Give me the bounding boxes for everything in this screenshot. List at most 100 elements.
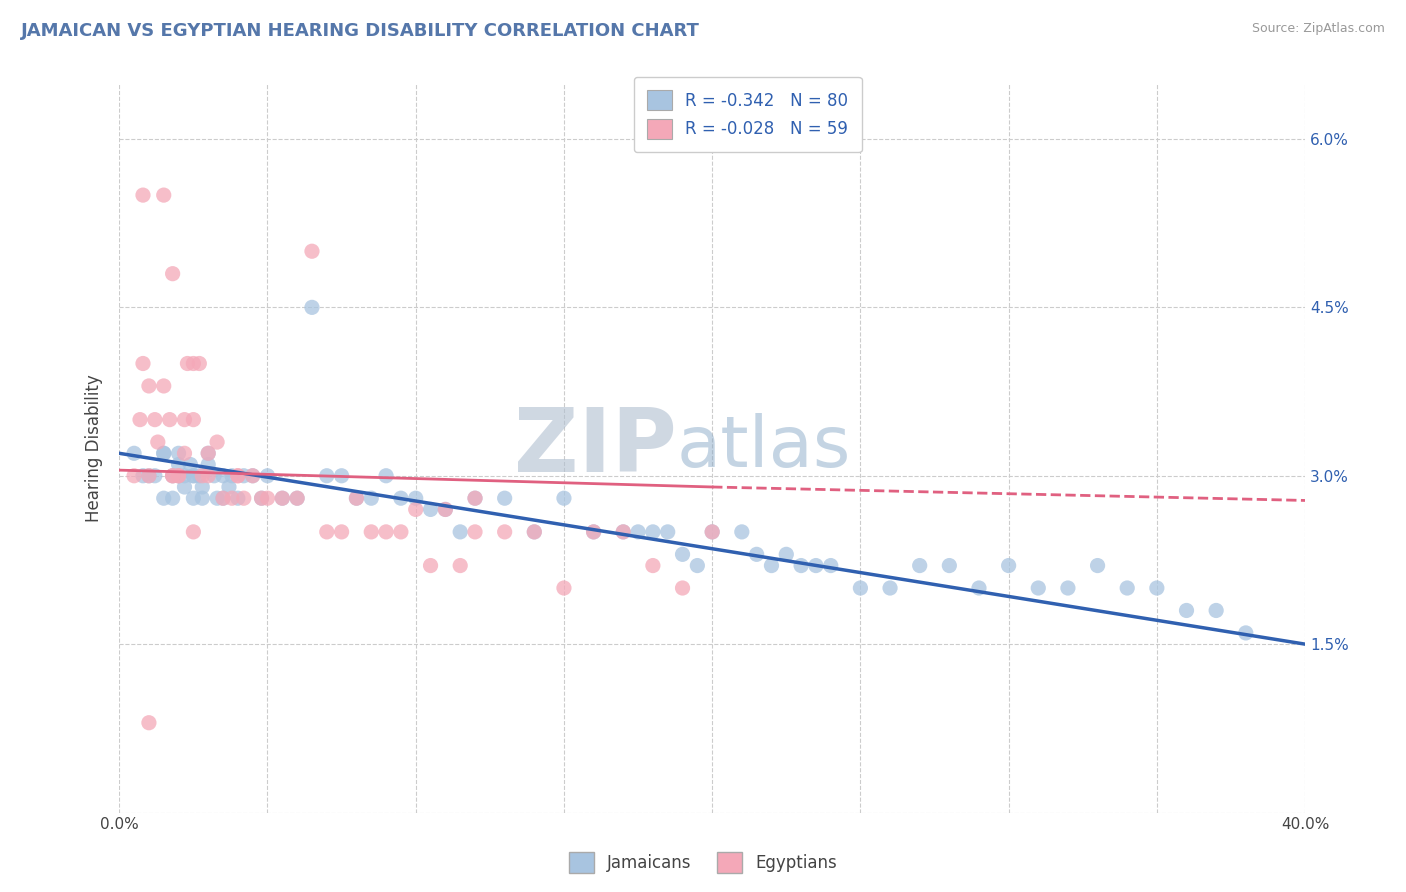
Point [375,468,398,483]
Point [301,301,323,315]
Point [242,468,264,483]
Point [179,458,201,472]
Point [212,491,235,506]
Point [464,491,486,506]
Point [250,491,273,506]
Point [162,491,184,506]
Point [138,468,160,483]
Point [997,558,1019,573]
Point [271,491,294,506]
Point [183,468,205,483]
Point [256,468,278,483]
Point [523,524,546,539]
Point [167,458,190,472]
Point [464,491,486,506]
Point [1175,603,1198,617]
Point [138,468,160,483]
Point [256,491,278,506]
Point [197,468,219,483]
Point [494,524,516,539]
Point [205,435,228,450]
Point [162,468,184,483]
Point [449,524,471,539]
Point [419,502,441,516]
Point [641,558,664,573]
Point [202,468,225,483]
Point [129,412,152,426]
Point [657,524,679,539]
Point [152,188,174,202]
Point [731,524,754,539]
Point [197,458,219,472]
Point [360,491,382,506]
Point [1026,581,1049,595]
Point [627,524,650,539]
Point [191,491,214,506]
Point [1087,558,1109,573]
Legend: R = -0.342   N = 80, R = -0.028   N = 59: R = -0.342 N = 80, R = -0.028 N = 59 [634,77,862,153]
Point [138,715,160,730]
Point [167,468,190,483]
Point [908,558,931,573]
Point [188,468,211,483]
Point [167,446,190,460]
Point [226,468,249,483]
Point [434,502,457,516]
Point [346,491,368,506]
Point [197,446,219,460]
Point [405,491,427,506]
Point [221,491,243,506]
Point [315,524,337,539]
Point [271,491,294,506]
Point [761,558,783,573]
Point [820,558,842,573]
Point [232,491,254,506]
Point [285,491,308,506]
Point [205,491,228,506]
Point [152,446,174,460]
Point [173,468,195,483]
Point [242,468,264,483]
Point [702,524,724,539]
Point [582,524,605,539]
Point [176,357,198,371]
Point [132,188,155,202]
Text: Source: ZipAtlas.com: Source: ZipAtlas.com [1251,22,1385,36]
Point [405,502,427,516]
Point [159,412,181,426]
Point [183,491,205,506]
Point [232,468,254,483]
Point [434,502,457,516]
Point [122,468,145,483]
Point [162,267,184,281]
Point [173,446,195,460]
Point [745,547,768,561]
Point [183,468,205,483]
Point [1205,603,1227,617]
Point [162,468,184,483]
Point [183,357,205,371]
Point [389,491,412,506]
Point [1116,581,1139,595]
Point [494,491,516,506]
Point [132,357,155,371]
Point [553,581,575,595]
Point [138,379,160,393]
Point [226,491,249,506]
Point [301,244,323,259]
Point [183,412,205,426]
Text: atlas: atlas [676,413,851,483]
Point [686,558,709,573]
Point [612,524,634,539]
Point [702,524,724,539]
Point [879,581,901,595]
Point [285,491,308,506]
Point [612,524,634,539]
Point [183,524,205,539]
Point [188,357,211,371]
Point [330,524,353,539]
Text: ZIP: ZIP [513,404,676,491]
Point [641,524,664,539]
Point [143,468,166,483]
Point [218,480,240,494]
